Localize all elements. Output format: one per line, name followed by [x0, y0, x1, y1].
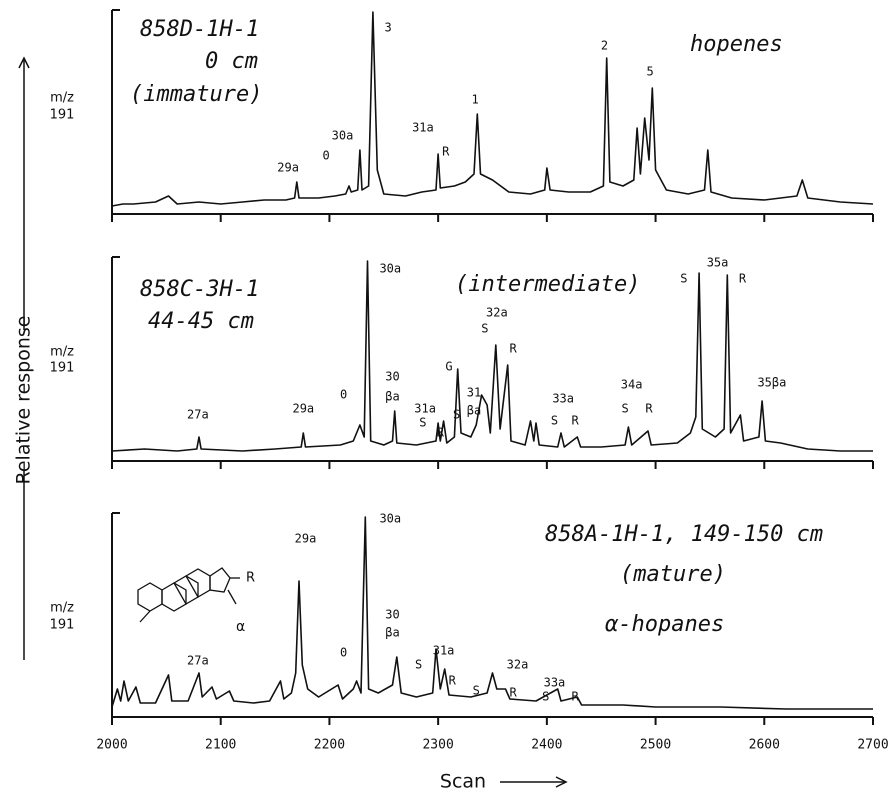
- sample-label: 44-45 cm: [148, 309, 254, 334]
- x-tick-label: 2600: [749, 738, 780, 753]
- peak-label: 27a: [187, 654, 209, 668]
- mz-label: 191: [50, 361, 75, 376]
- structure-label: R: [246, 571, 255, 586]
- trace: [111, 260, 873, 452]
- peak-label: 30a: [332, 129, 354, 143]
- y-axis-label: Relative response: [13, 316, 35, 485]
- peak-label: R: [510, 686, 518, 700]
- peak-label: 35βa: [757, 376, 786, 390]
- sample-label: 858C-3H-1: [140, 277, 259, 302]
- sample-label: 858A-1H-1, 149-150 cm: [545, 522, 823, 547]
- peak-label: βa: [467, 404, 481, 418]
- peak-label: S: [622, 402, 629, 416]
- peak-label: 29a: [277, 161, 299, 175]
- peak-label: 30a: [379, 512, 401, 526]
- x-tick-label: 2000: [96, 738, 127, 753]
- sample-label: (immature): [130, 82, 262, 107]
- peak-label: 5: [647, 65, 654, 79]
- peak-label: 30: [385, 370, 399, 384]
- peak-label: S: [551, 414, 558, 428]
- peak-label: S: [419, 416, 426, 430]
- peak-label: 2: [601, 39, 608, 53]
- peak-label: S: [473, 684, 480, 698]
- peak-label: S: [453, 408, 460, 422]
- sample-label: α-hopanes: [605, 612, 724, 637]
- peak-label: 31a: [414, 402, 436, 416]
- peak-label: R: [572, 414, 580, 428]
- x-tick-label: 2400: [531, 738, 562, 753]
- x-tick-label: 2100: [205, 738, 236, 753]
- peak-label: 0: [340, 388, 347, 402]
- x-tick-label: 2200: [314, 738, 345, 753]
- x-tick-label: 2700: [857, 738, 888, 753]
- peak-label: S: [680, 272, 687, 286]
- hopane-structure: [137, 567, 240, 623]
- peak-label: G: [445, 360, 452, 374]
- peak-label: 3: [385, 21, 392, 35]
- peak-label: S: [415, 658, 422, 672]
- peak-label: R: [449, 674, 457, 688]
- peak-label: 34a: [621, 378, 643, 392]
- arrow-head: [555, 776, 568, 788]
- mz-label: m/z: [50, 345, 74, 360]
- peak-label: 33a: [552, 392, 574, 406]
- trace: [111, 516, 873, 710]
- mz-label: 191: [50, 108, 75, 123]
- mz-label: 191: [50, 618, 75, 633]
- peak-label: 27a: [187, 408, 209, 422]
- peak-label: 31: [467, 386, 481, 400]
- peak-label: S: [542, 690, 549, 704]
- x-tick-label: 2300: [422, 738, 453, 753]
- peak-label: R: [442, 145, 450, 159]
- peak-label: R: [645, 402, 653, 416]
- x-tick-label: 2500: [640, 738, 671, 753]
- peak-label: R: [572, 690, 580, 704]
- peak-label: 32a: [507, 658, 529, 672]
- x-axis-label: Scan: [440, 771, 486, 793]
- peak-label: 30a: [379, 262, 401, 276]
- arrow-head: [18, 56, 30, 69]
- trace: [111, 11, 874, 207]
- peak-label: βa: [385, 390, 399, 404]
- mz-label: m/z: [50, 91, 74, 106]
- peak-label: S: [481, 322, 488, 336]
- sample-label: hopenes: [690, 32, 783, 57]
- peak-label: 30: [385, 608, 399, 622]
- peak-label: 29a: [295, 532, 317, 546]
- mz-label: m/z: [50, 601, 74, 616]
- peak-label: R: [510, 342, 518, 356]
- sample-label: 0 cm: [205, 49, 258, 74]
- peak-label: R: [739, 272, 747, 286]
- sample-label: (intermediate): [455, 272, 640, 297]
- peak-label: 31a: [433, 644, 455, 658]
- peak-label: 31a: [412, 121, 434, 135]
- structure-label: α: [236, 619, 245, 635]
- peak-label: 29a: [292, 402, 314, 416]
- peak-label: 1: [471, 93, 478, 107]
- peak-label: R: [437, 426, 445, 440]
- peak-label: 32a: [486, 306, 508, 320]
- peak-label: 0: [323, 149, 330, 163]
- peak-label: 0: [340, 646, 347, 660]
- peak-label: βa: [385, 626, 399, 640]
- sample-label: (mature): [620, 562, 726, 587]
- peak-label: 33a: [544, 676, 566, 690]
- peak-label: 35a: [707, 256, 729, 270]
- sample-label: 858D-1H-1: [140, 17, 259, 42]
